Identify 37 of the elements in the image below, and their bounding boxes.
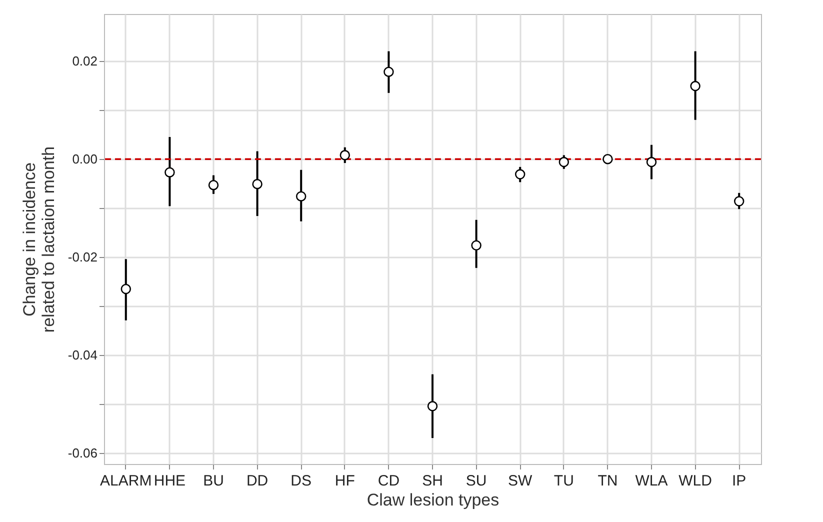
x-tick-label: IP	[732, 472, 746, 490]
x-tick-label: HF	[334, 472, 355, 490]
x-tick-label: BU	[203, 472, 224, 490]
x-tick-label: TU	[554, 472, 574, 490]
point	[340, 150, 350, 160]
point	[690, 80, 700, 92]
y-tick-label: 0.00	[72, 152, 98, 167]
point	[514, 169, 526, 180]
x-tick-label: CD	[378, 472, 400, 490]
point	[602, 154, 613, 164]
point	[164, 167, 175, 178]
point	[252, 178, 262, 190]
x-tick-label: SU	[466, 472, 487, 490]
x-tick-label: ALARM	[100, 472, 152, 490]
point	[558, 156, 570, 168]
y-tick-label: -0.06	[68, 446, 98, 461]
point	[734, 196, 744, 206]
y-tick-label: -0.02	[68, 250, 98, 265]
y-tick-label: 0.02	[72, 54, 98, 69]
x-tick-label: WLD	[678, 472, 712, 490]
y-tick-label: -0.04	[68, 348, 98, 363]
point	[296, 191, 306, 202]
point	[384, 66, 394, 77]
x-tick-label: SW	[508, 472, 534, 490]
x-tick-label: WLA	[635, 472, 668, 490]
x-tick-label: DD	[246, 472, 268, 490]
x-tick-label: HHE	[154, 472, 186, 490]
point	[208, 180, 219, 190]
y-axis-title: Change in incidence related to lactaion month	[20, 146, 58, 333]
x-tick-label: SH	[422, 472, 443, 490]
point	[471, 240, 482, 250]
point	[646, 156, 657, 168]
point	[427, 401, 438, 412]
x-tick-label: DS	[290, 472, 312, 490]
point	[120, 284, 132, 294]
x-axis-title: Claw lesion types	[366, 490, 500, 510]
x-tick-label: TN	[598, 472, 618, 490]
